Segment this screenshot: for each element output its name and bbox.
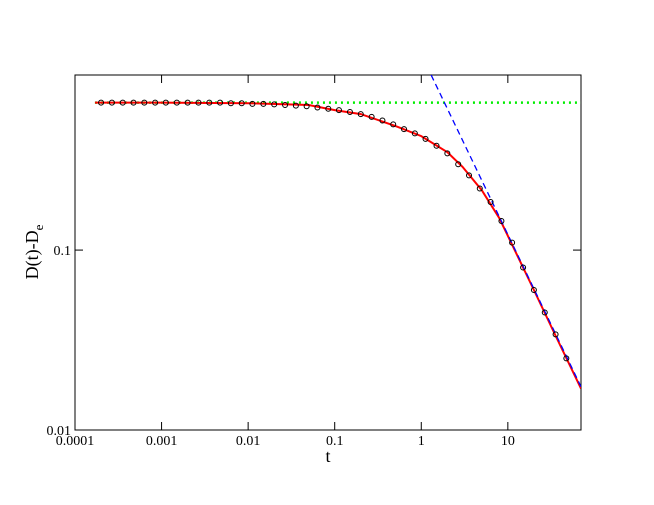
data-point <box>184 99 191 106</box>
data-point <box>346 109 353 116</box>
data-point <box>108 99 115 106</box>
data-point <box>162 99 169 106</box>
data-point <box>455 161 462 168</box>
x-tick-label: 0.0001 <box>56 434 95 449</box>
data-point <box>173 99 180 106</box>
data-point <box>552 331 559 338</box>
data-point <box>433 142 440 149</box>
data-point <box>530 286 537 293</box>
data-point <box>141 99 148 106</box>
data-point <box>520 264 527 271</box>
data-point <box>444 150 451 157</box>
y-axis-label: D(t)-De <box>22 224 46 279</box>
data-point <box>498 218 505 225</box>
data-point <box>282 102 289 109</box>
data-point <box>195 99 202 106</box>
data-point <box>466 172 473 179</box>
data-point <box>152 99 159 106</box>
x-tick-label: 0.001 <box>146 434 178 449</box>
data-point <box>130 99 137 106</box>
y-axis-label-sub: e <box>31 224 46 230</box>
plot-area <box>94 75 581 389</box>
x-tick-label: 0.01 <box>236 434 261 449</box>
data-point <box>411 130 418 137</box>
x-tick-label: 1 <box>418 434 425 449</box>
y-tick-label: 0.01 <box>47 424 72 439</box>
data-point <box>390 121 397 128</box>
data-point <box>260 100 267 107</box>
y-tick-label: 0.1 <box>54 244 72 259</box>
data-point <box>314 104 321 111</box>
y-axis-label-main: D(t)-D <box>22 230 43 279</box>
data-point <box>335 107 342 114</box>
x-axis-label: t <box>325 446 330 466</box>
data-point <box>217 99 224 106</box>
data-point <box>422 135 429 142</box>
data-point <box>206 99 213 106</box>
data-point <box>271 101 278 108</box>
data-point <box>487 199 494 206</box>
data-point <box>303 103 310 110</box>
data-point <box>292 102 299 109</box>
data-point <box>379 117 386 124</box>
plot-frame <box>74 74 582 431</box>
data-point <box>357 111 364 118</box>
data-point <box>541 309 548 316</box>
data-point <box>238 100 245 107</box>
data-point <box>249 100 256 107</box>
data-point <box>325 105 332 112</box>
data-point <box>401 126 408 133</box>
data-point <box>563 355 570 362</box>
data-point <box>119 99 126 106</box>
data-point <box>98 99 105 106</box>
series-line <box>430 75 581 388</box>
x-tick-label: 0.1 <box>326 434 344 449</box>
series-line <box>94 101 581 389</box>
x-tick-label: 10 <box>501 434 515 449</box>
data-point <box>476 185 483 192</box>
data-point <box>227 100 234 107</box>
data-point <box>368 113 375 120</box>
data-point <box>509 239 516 246</box>
